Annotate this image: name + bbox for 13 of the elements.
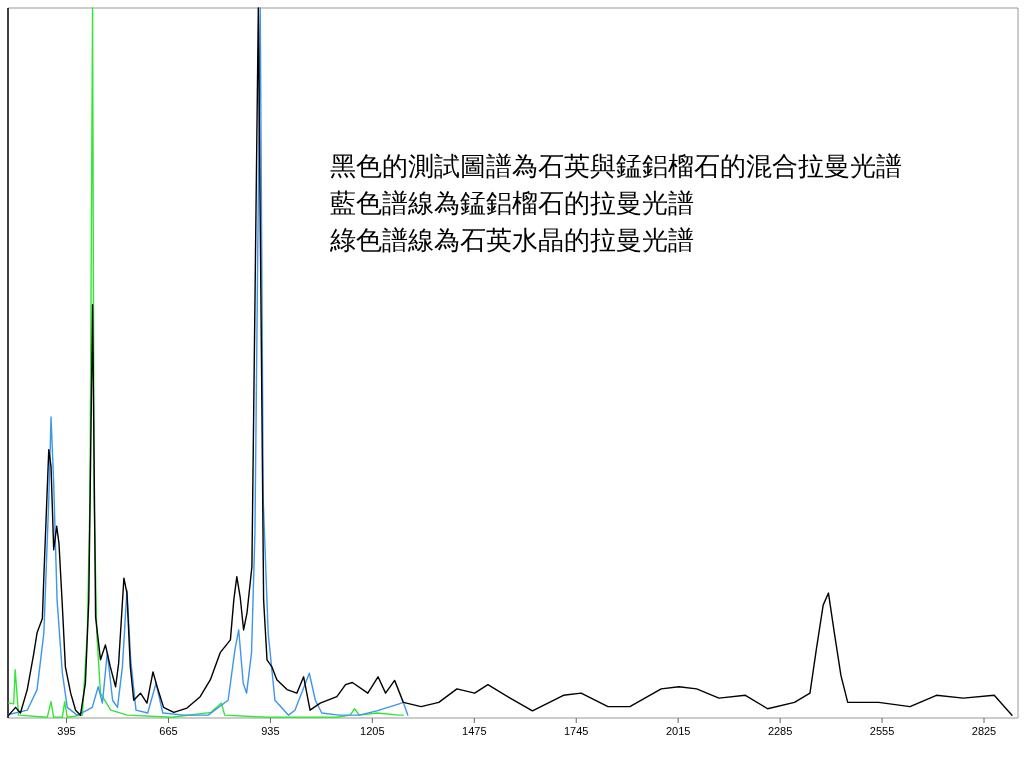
x-tick-label: 935 bbox=[261, 725, 280, 737]
annotation: 黑色的測試圖譜為石英與錳鋁榴石的混合拉曼光譜 bbox=[330, 152, 902, 181]
annotation: 綠色譜線為石英水晶的拉曼光譜 bbox=[329, 226, 694, 255]
x-tick-label: 1205 bbox=[360, 725, 385, 737]
x-tick-label: 1745 bbox=[564, 725, 589, 737]
x-tick-label: 2825 bbox=[971, 725, 997, 737]
x-tick-label: 2285 bbox=[767, 725, 793, 737]
x-tick-label: 665 bbox=[159, 725, 178, 737]
x-tick-label: 1475 bbox=[462, 725, 487, 737]
x-tick-label: 395 bbox=[57, 725, 76, 737]
annotation: 藍色譜線為錳鋁榴石的拉曼光譜 bbox=[330, 189, 694, 218]
x-tick-label: 2015 bbox=[665, 725, 691, 737]
x-tick-label: 2555 bbox=[869, 725, 895, 737]
